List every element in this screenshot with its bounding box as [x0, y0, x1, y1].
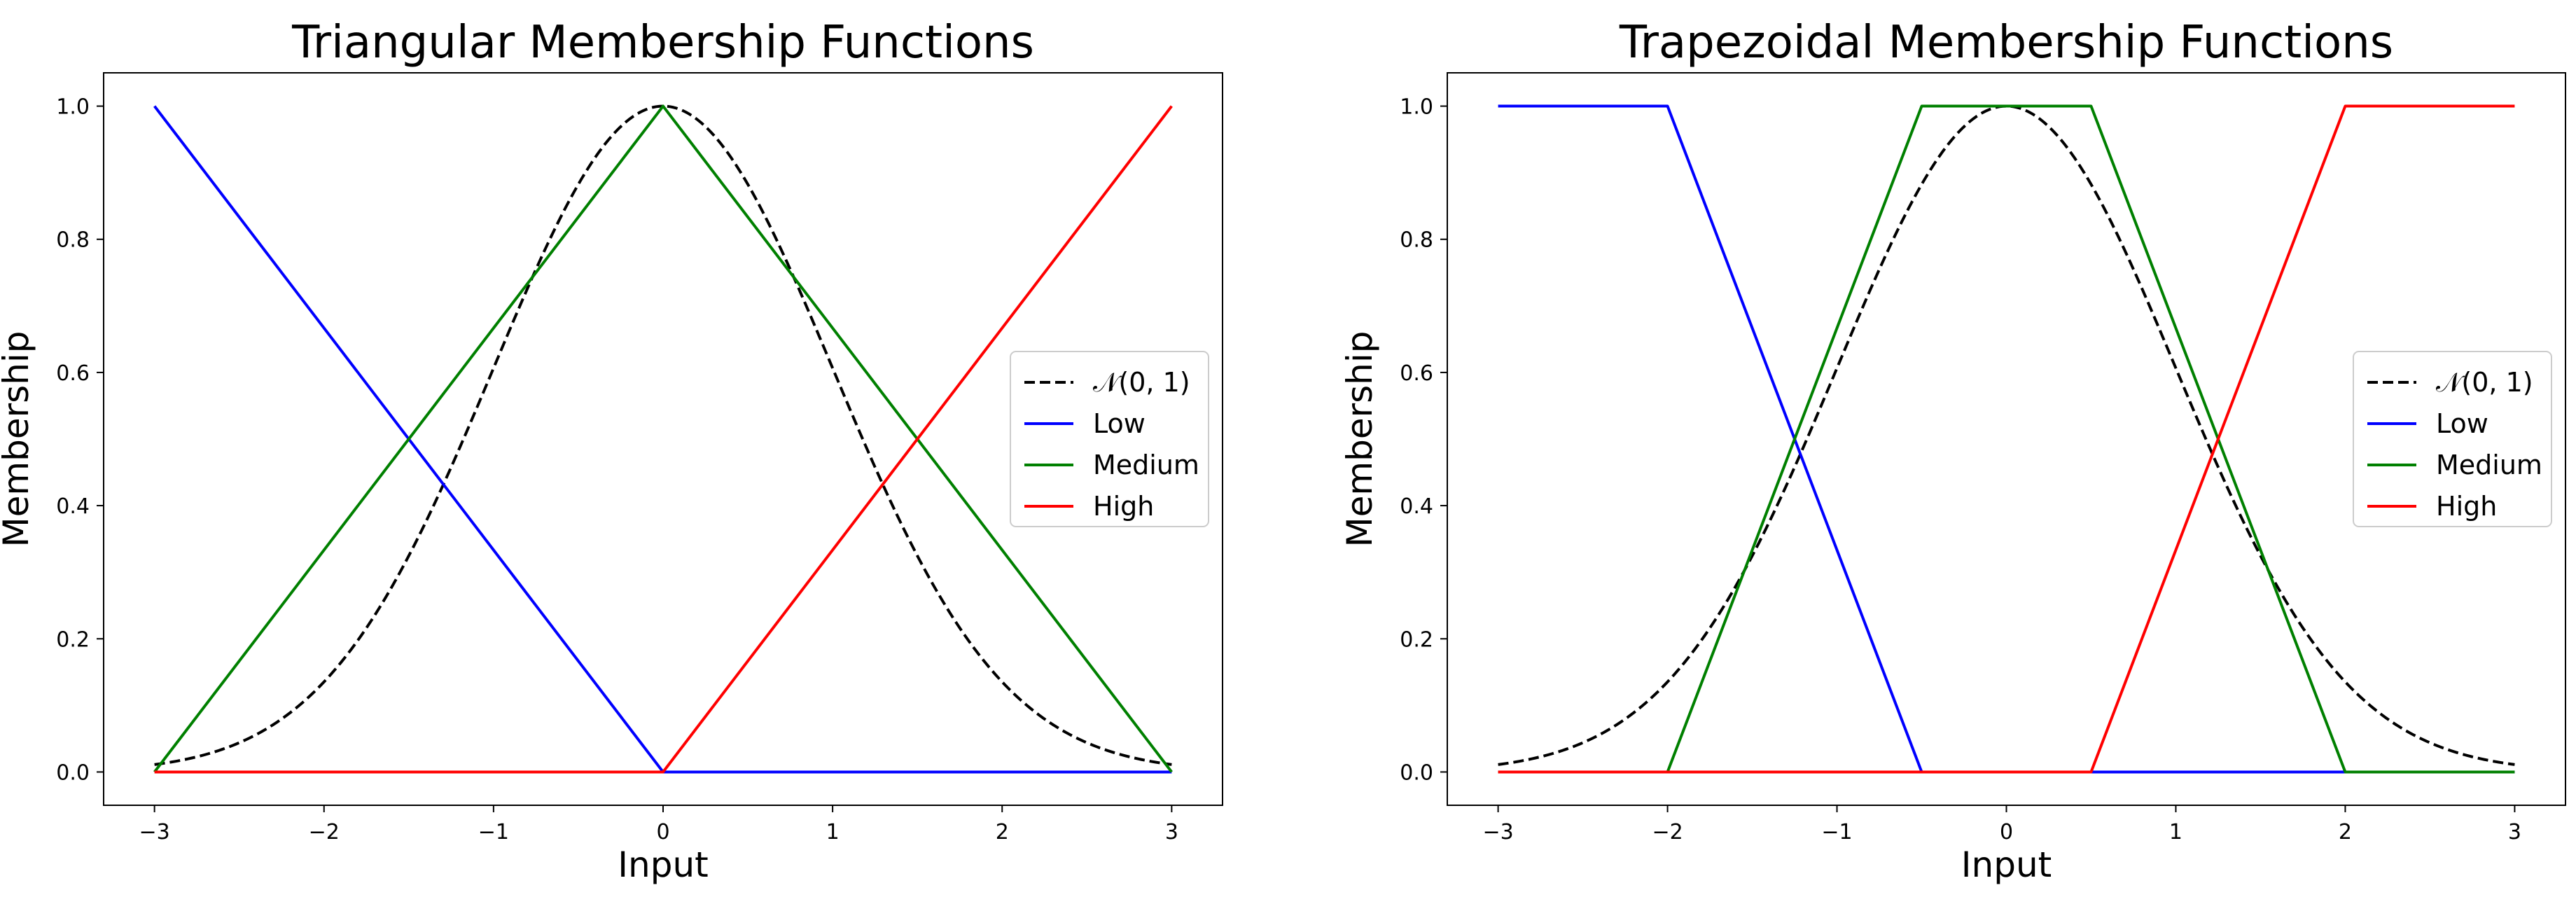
- x-tick-label: 3: [1165, 820, 1178, 844]
- y-tick-label: 0.6: [1400, 361, 1433, 386]
- legend-label: 𝒩(0, 1): [1093, 367, 1190, 398]
- series-line-high: [154, 105, 1173, 774]
- x-tick-label: −3: [139, 820, 170, 844]
- x-axis-label: Input: [1961, 844, 2052, 885]
- x-tick-label: −3: [1482, 820, 1513, 844]
- y-tick-label: 1.0: [1400, 95, 1433, 120]
- y-tick-label: 0.4: [56, 494, 90, 519]
- y-tick-label: 0.6: [56, 361, 90, 386]
- series-line-0-1: [154, 104, 1172, 766]
- chart-title: Triangular Membership Functions: [291, 17, 1034, 69]
- legend: 𝒩(0, 1) Low Medium High: [2353, 351, 2552, 527]
- legend-label: High: [2436, 491, 2497, 522]
- x-axis-label: Input: [618, 844, 708, 885]
- y-tick-label: 0.8: [56, 228, 90, 253]
- y-tick-label: 0.0: [56, 760, 90, 785]
- y-tick-label: 0.0: [1400, 760, 1433, 785]
- chart-title: Trapezoidal Membership Functions: [1619, 17, 2393, 69]
- y-tick-label: 0.2: [1400, 627, 1433, 652]
- legend: 𝒩(0, 1) Low Medium High: [1010, 351, 1209, 527]
- x-tick-label: −2: [1652, 820, 1683, 844]
- series-line-medium: [153, 104, 1173, 773]
- x-tick-label: 0: [2000, 820, 2013, 844]
- legend-label: Medium: [1093, 450, 1199, 480]
- y-tick-label: 0.2: [56, 627, 90, 652]
- legend-label: Medium: [2436, 450, 2542, 480]
- x-tick-label: 2: [2339, 820, 2352, 844]
- legend-label: Low: [1093, 408, 1146, 439]
- y-tick-label: 1.0: [56, 95, 90, 120]
- x-tick-label: 1: [826, 820, 840, 844]
- legend-box: [2353, 351, 2552, 527]
- y-tick-label: 0.8: [1400, 228, 1433, 253]
- legend-label: High: [1093, 491, 1154, 522]
- series-line-0-1: [1498, 104, 2515, 766]
- x-tick-label: −1: [1821, 820, 1852, 844]
- x-tick-label: 2: [996, 820, 1009, 844]
- y-tick-label: 0.4: [1400, 494, 1433, 519]
- chart-panel-1: −3 −2 −1 0 1 2 3 0.0 0.2 0.4 0.6 0.8 1.0 Triangular M…: [0, 17, 1223, 885]
- series-line-high: [1498, 104, 2515, 774]
- x-tick-label: −2: [309, 820, 340, 844]
- x-tick-label: 1: [2169, 820, 2182, 844]
- legend-label: Low: [2436, 408, 2488, 439]
- y-axis-label: Membership: [0, 331, 36, 547]
- chart-panel-2: −3 −2 −1 0 1 2 3 0.0 0.2 0.4 0.6 0.8 1.0 Trapezoidal …: [1339, 17, 2566, 885]
- legend-box: [1010, 351, 1209, 527]
- x-tick-label: −1: [478, 820, 509, 844]
- x-tick-label: 0: [656, 820, 669, 844]
- y-axis-label: Membership: [1339, 331, 1380, 547]
- x-tick-label: 3: [2508, 820, 2521, 844]
- legend-label: 𝒩(0, 1): [2436, 367, 2533, 398]
